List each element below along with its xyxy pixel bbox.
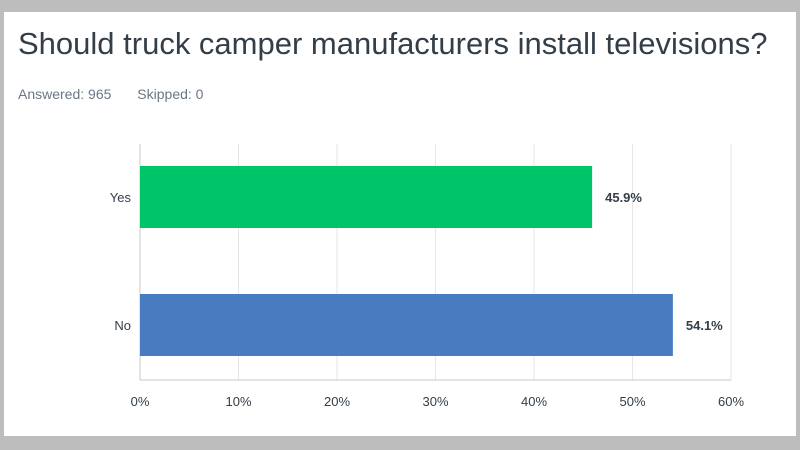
- skipped-count: Skipped: 0: [137, 86, 204, 102]
- category-label-no: No: [114, 318, 131, 333]
- x-tick-label: 30%: [422, 394, 448, 409]
- answered-count: Answered: 965: [18, 86, 112, 102]
- value-label-no: 54.1%: [686, 318, 723, 333]
- x-tick-label: 40%: [521, 394, 547, 409]
- bar-no: [140, 294, 673, 356]
- x-tick-label: 20%: [324, 394, 350, 409]
- bars: [140, 166, 673, 356]
- x-tick-label: 50%: [619, 394, 645, 409]
- labels: 0% 10% 20% 30% 40% 50% 60% Yes 45.9% No 54.1%: [110, 190, 745, 409]
- bar-chart: 0% 10% 20% 30% 40% 50% 60% Yes 45.9% No 54.1%: [110, 144, 745, 409]
- x-tick-label: 0%: [131, 394, 150, 409]
- survey-card: Should truck camper manufacturers instal…: [4, 12, 796, 436]
- value-label-yes: 45.9%: [605, 190, 642, 205]
- category-label-yes: Yes: [110, 190, 132, 205]
- survey-title: Should truck camper manufacturers instal…: [18, 26, 768, 61]
- response-stats: Answered: 965 Skipped: 0: [18, 86, 203, 102]
- x-tick-label: 10%: [225, 394, 251, 409]
- bar-yes: [140, 166, 593, 228]
- x-tick-label: 60%: [718, 394, 744, 409]
